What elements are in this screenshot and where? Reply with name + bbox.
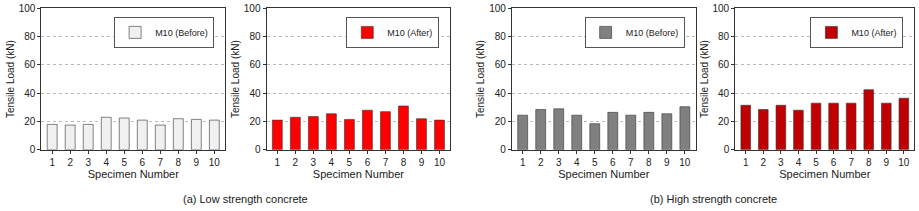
svg-text:7: 7 xyxy=(158,157,164,168)
svg-text:8: 8 xyxy=(866,157,872,168)
svg-text:Specimen Number: Specimen Number xyxy=(558,168,649,180)
svg-text:60: 60 xyxy=(24,59,36,70)
svg-text:80: 80 xyxy=(718,31,730,42)
svg-text:2: 2 xyxy=(538,157,544,168)
svg-text:40: 40 xyxy=(24,88,36,99)
svg-text:Specimen Number: Specimen Number xyxy=(313,168,404,180)
svg-text:Tensile Load (kN): Tensile Load (kN) xyxy=(230,40,241,118)
svg-text:80: 80 xyxy=(24,31,36,42)
svg-text:40: 40 xyxy=(718,88,730,99)
svg-text:20: 20 xyxy=(249,116,261,127)
svg-text:100: 100 xyxy=(489,3,506,14)
svg-text:3: 3 xyxy=(311,157,317,168)
svg-text:1: 1 xyxy=(275,157,281,168)
svg-text:10: 10 xyxy=(434,157,446,168)
svg-text:60: 60 xyxy=(249,59,261,70)
svg-text:4: 4 xyxy=(329,157,335,168)
svg-text:0: 0 xyxy=(255,144,261,155)
svg-text:8: 8 xyxy=(401,157,407,168)
svg-text:100: 100 xyxy=(244,3,261,14)
svg-text:6: 6 xyxy=(139,157,145,168)
svg-text:80: 80 xyxy=(495,31,507,42)
svg-text:80: 80 xyxy=(249,31,261,42)
svg-text:3: 3 xyxy=(85,157,91,168)
svg-text:100: 100 xyxy=(19,3,36,14)
svg-text:8: 8 xyxy=(646,157,652,168)
svg-text:100: 100 xyxy=(713,3,730,14)
svg-text:10: 10 xyxy=(679,157,691,168)
svg-text:2: 2 xyxy=(761,157,767,168)
svg-text:6: 6 xyxy=(365,157,371,168)
svg-text:5: 5 xyxy=(813,157,819,168)
svg-text:Specimen Number: Specimen Number xyxy=(779,168,870,180)
svg-text:9: 9 xyxy=(194,157,200,168)
svg-text:1: 1 xyxy=(743,157,749,168)
svg-text:20: 20 xyxy=(495,116,507,127)
svg-text:Tensile Load (kN): Tensile Load (kN) xyxy=(699,40,710,118)
svg-text:(b) High strength concrete: (b) High strength concrete xyxy=(650,193,777,205)
svg-text:Tensile Load (kN): Tensile Load (kN) xyxy=(5,40,16,118)
svg-text:40: 40 xyxy=(495,88,507,99)
svg-text:Specimen Number: Specimen Number xyxy=(88,168,179,180)
svg-text:10: 10 xyxy=(209,157,221,168)
svg-text:9: 9 xyxy=(419,157,425,168)
svg-text:7: 7 xyxy=(383,157,389,168)
svg-text:10: 10 xyxy=(898,157,910,168)
svg-text:0: 0 xyxy=(500,144,506,155)
svg-text:5: 5 xyxy=(121,157,127,168)
svg-text:7: 7 xyxy=(628,157,634,168)
svg-text:4: 4 xyxy=(796,157,802,168)
svg-text:4: 4 xyxy=(574,157,580,168)
svg-text:0: 0 xyxy=(30,144,36,155)
svg-text:2: 2 xyxy=(293,157,299,168)
svg-text:60: 60 xyxy=(495,59,507,70)
svg-text:1: 1 xyxy=(49,157,55,168)
svg-text:M10 (Before): M10 (Before) xyxy=(626,28,679,38)
svg-text:0: 0 xyxy=(724,144,730,155)
svg-text:9: 9 xyxy=(664,157,670,168)
svg-text:9: 9 xyxy=(884,157,890,168)
svg-text:60: 60 xyxy=(718,59,730,70)
svg-text:(a) Low strength concrete: (a) Low strength concrete xyxy=(183,193,308,205)
svg-text:5: 5 xyxy=(347,157,353,168)
svg-text:3: 3 xyxy=(556,157,562,168)
svg-text:M10 (After): M10 (After) xyxy=(851,28,896,38)
svg-text:6: 6 xyxy=(610,157,616,168)
svg-text:8: 8 xyxy=(176,157,182,168)
svg-text:40: 40 xyxy=(249,88,261,99)
svg-text:20: 20 xyxy=(24,116,36,127)
svg-text:5: 5 xyxy=(592,157,598,168)
svg-text:6: 6 xyxy=(831,157,837,168)
svg-text:Tensile Load (kN): Tensile Load (kN) xyxy=(475,40,486,118)
svg-text:2: 2 xyxy=(67,157,73,168)
svg-text:7: 7 xyxy=(848,157,854,168)
svg-text:1: 1 xyxy=(520,157,526,168)
svg-text:3: 3 xyxy=(778,157,784,168)
svg-text:M10 (After): M10 (After) xyxy=(387,28,432,38)
svg-text:20: 20 xyxy=(718,116,730,127)
svg-text:4: 4 xyxy=(103,157,109,168)
svg-text:M10 (Before): M10 (Before) xyxy=(155,28,208,38)
